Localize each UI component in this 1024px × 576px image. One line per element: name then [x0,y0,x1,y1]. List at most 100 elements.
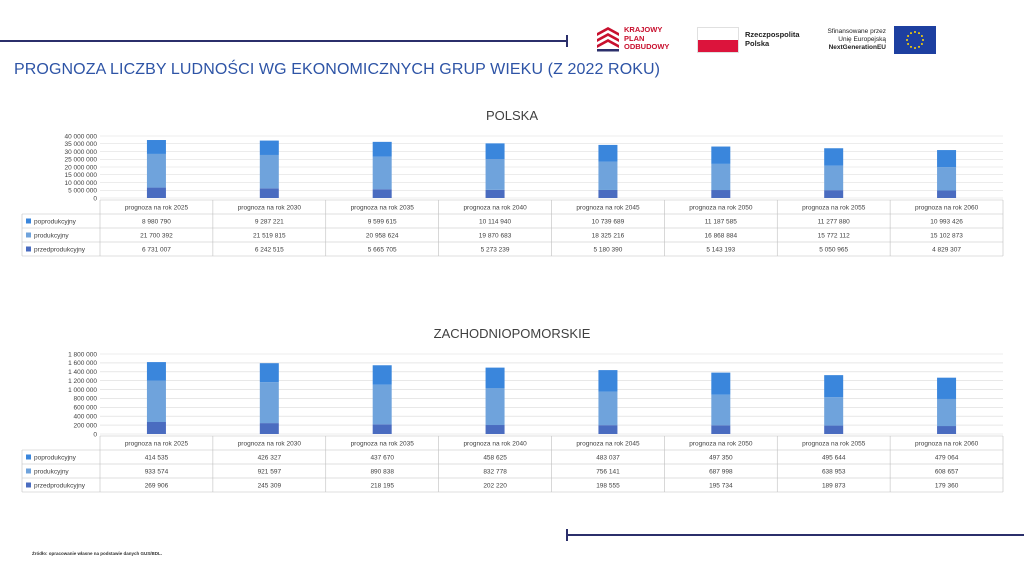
data-value-przedprodukcyjny: 5 143 193 [706,247,735,254]
bar-segment-przedprodukcyjny [598,189,618,198]
data-value-przedprodukcyjny: 198 555 [596,483,620,490]
data-value-przedprodukcyjny: 5 050 965 [819,247,848,254]
bar-segment-przedprodukcyjny [372,424,392,434]
top-rule [0,40,566,42]
y-tick-label: 400 000 [74,414,98,421]
bar-segment-produkcyjny [372,156,392,190]
data-value-poprodukcyjny: 8 980 790 [142,219,171,226]
data-value-poprodukcyjny: 9 287 221 [255,219,284,226]
source-note: Źródło: opracowanie własne na podstawie … [32,551,163,556]
data-value-poprodukcyjny: 10 739 689 [592,219,625,226]
data-value-przedprodukcyjny: 189 873 [822,483,846,490]
data-value-poprodukcyjny: 483 037 [596,455,620,462]
eu-funding-text: Sfinansowane przez Unię Europejską NextG… [827,28,886,51]
bar-segment-poprodukcyjny [259,140,279,155]
bar-segment-produkcyjny [485,388,505,426]
data-value-poprodukcyjny: 497 350 [709,455,733,462]
legend-label-produkcyjny: produkcyjny [34,233,69,240]
y-tick-label: 1 400 000 [68,369,97,376]
data-value-przedprodukcyjny: 5 180 390 [593,247,622,254]
kpo-logo-text: KRAJOWY PLAN ODBUDOWY [624,25,670,51]
data-value-produkcyjny: 16 868 884 [705,233,738,240]
y-tick-label: 15 000 000 [64,172,97,179]
bar-segment-produkcyjny [259,154,279,189]
data-value-poprodukcyjny: 437 670 [370,455,394,462]
rzeczpospolita-logo-text: Rzeczpospolita Polska [745,30,800,48]
category-label: prognoza na rok 2055 [802,205,866,212]
bar-segment-produkcyjny [372,384,392,425]
legend-label-produkcyjny: produkcyjny [34,469,69,476]
category-label: prognoza na rok 2025 [125,441,189,448]
legend-label-poprodukcyjny: poprodukcyjny [34,455,77,462]
polish-flag-icon [697,27,739,53]
bar-segment-poprodukcyjny [372,365,392,385]
category-label: prognoza na rok 2035 [351,441,415,448]
y-tick-label: 0 [93,195,97,202]
data-value-produkcyjny: 832 778 [483,469,507,476]
bar-segment-produkcyjny [711,163,731,191]
bar-segment-poprodukcyjny [485,367,505,389]
bar-segment-produkcyjny [937,167,957,191]
data-value-poprodukcyjny: 10 993 426 [930,219,963,226]
bar-segment-przedprodukcyjny [259,423,279,434]
chart-title-polska: POLSKA [485,108,539,123]
bar-segment-przedprodukcyjny [259,188,279,198]
legend-key-przedprodukcyjny [26,246,31,252]
bar-segment-poprodukcyjny [598,370,618,392]
bar-segment-przedprodukcyjny [711,190,731,198]
category-label: prognoza na rok 2060 [915,441,979,448]
data-value-przedprodukcyjny: 202 220 [483,483,507,490]
y-tick-label: 10 000 000 [64,180,97,187]
bar-segment-przedprodukcyjny [146,187,166,198]
category-label: prognoza na rok 2045 [576,441,640,448]
y-tick-label: 800 000 [74,396,98,403]
data-value-przedprodukcyjny: 5 273 239 [481,247,510,254]
legend-key-przedprodukcyjny [26,482,31,488]
bar-segment-poprodukcyjny [259,363,279,383]
bar-segment-przedprodukcyjny [485,189,505,198]
data-value-produkcyjny: 687 998 [709,469,733,476]
data-value-poprodukcyjny: 9 599 615 [368,219,397,226]
data-value-przedprodukcyjny: 195 734 [709,483,733,490]
chart-title-zachodniopomorskie: ZACHODNIOPOMORSKIE [433,326,591,341]
bar-segment-poprodukcyjny [824,375,844,398]
y-tick-label: 1 600 000 [68,360,97,367]
legend-key-produkcyjny [26,232,31,238]
data-value-przedprodukcyjny: 269 906 [145,483,169,490]
legend-key-produkcyjny [26,468,31,474]
y-tick-label: 40 000 000 [64,133,97,140]
data-value-poprodukcyjny: 495 644 [822,455,846,462]
bottom-rule-end-tick [566,529,568,541]
bar-segment-produkcyjny [485,159,505,190]
data-value-produkcyjny: 933 574 [145,469,169,476]
bar-segment-poprodukcyjny [372,141,392,157]
bar-segment-produkcyjny [146,153,166,188]
data-value-poprodukcyjny: 11 277 880 [818,219,850,226]
y-tick-label: 1 200 000 [68,378,97,385]
data-value-produkcyjny: 15 772 112 [818,233,850,240]
bar-segment-przedprodukcyjny [598,425,618,434]
data-value-produkcyjny: 638 953 [822,469,846,476]
data-value-przedprodukcyjny: 5 665 705 [368,247,397,254]
page-title: PROGNOZA LICZBY LUDNOŚCI WG EKONOMICZNYC… [14,61,661,78]
category-label: prognoza na rok 2060 [915,205,979,212]
data-value-przedprodukcyjny: 4 829 307 [932,247,961,254]
eu-flag-icon [894,26,936,54]
legend-key-poprodukcyjny [26,218,31,224]
data-value-poprodukcyjny: 10 114 940 [479,219,511,226]
y-tick-label: 25 000 000 [64,157,97,164]
bar-segment-przedprodukcyjny [485,425,505,434]
bar-segment-przedprodukcyjny [146,422,166,434]
bar-segment-poprodukcyjny [824,148,844,166]
bar-segment-produkcyjny [146,380,166,423]
eu-funding-logo: Sfinansowane przez Unię Europejską NextG… [812,26,936,54]
category-label: prognoza na rok 2030 [238,205,302,212]
bar-segment-przedprodukcyjny [937,190,957,198]
data-value-produkcyjny: 21 700 392 [140,233,173,240]
data-value-przedprodukcyjny: 179 360 [935,483,959,490]
kpo-logo: KRAJOWY PLAN ODBUDOWY [596,25,686,54]
y-tick-label: 0 [93,431,97,438]
data-value-produkcyjny: 21 519 815 [253,233,286,240]
legend-key-poprodukcyjny [26,454,31,460]
